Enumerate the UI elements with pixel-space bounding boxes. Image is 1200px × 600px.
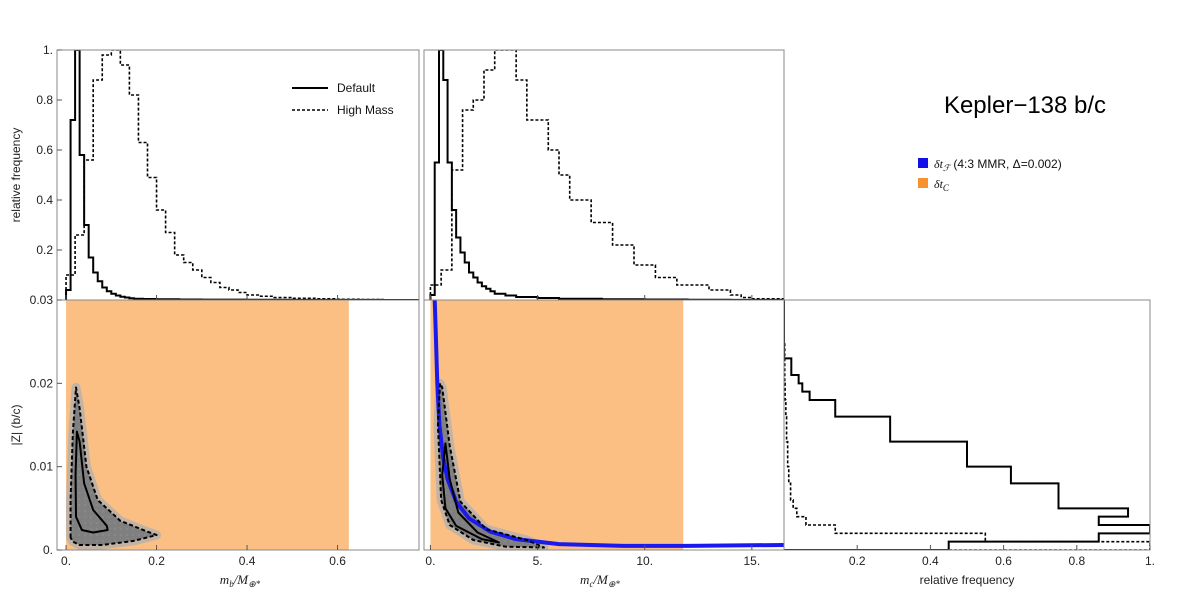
contour-solid <box>74 430 109 534</box>
x-tick-label: 0. <box>425 554 435 568</box>
legend-ttv-suffix: (4:3 MMR, Δ=0.002) <box>950 157 1062 171</box>
legend-chopping-swatch <box>918 178 928 188</box>
legend-chopping-sub: C <box>943 183 950 193</box>
scatter-mb-frame <box>56 299 420 551</box>
axes-ticks: 0.2 0.4 0.6 0.8 1. 0. 0.01 0.02 0.03 0. 0.2 0.4 0.6 0… <box>30 43 1155 568</box>
y-tick-label: 0.8 <box>36 93 53 107</box>
x-tick-label: 1. <box>1145 554 1155 568</box>
legend-highmass-label: High Mass <box>337 103 394 117</box>
y-tick-label: 0.2 <box>36 243 53 257</box>
y-tick-label: 0.01 <box>30 460 54 474</box>
hist-series-high-mass <box>784 300 1150 550</box>
y-tick-label: 0.03 <box>30 293 54 307</box>
x-tick-label: 0.8 <box>1068 554 1085 568</box>
xlabel-rest: /M <box>233 572 250 587</box>
scatter-mc-xlabel: mc/M⊕* <box>580 572 620 589</box>
contour-solid <box>441 442 500 544</box>
scatter-ylabel: |Z| (b/c) <box>9 405 23 446</box>
x-tick-label: 0.2 <box>849 554 866 568</box>
hist-z-frame <box>783 299 1151 551</box>
x-tick-label: 10. <box>636 554 653 568</box>
scatter-mb-panel <box>66 300 349 550</box>
figure-title: Kepler−138 b/c <box>944 92 1106 119</box>
x-tick-label: 0.6 <box>995 554 1012 568</box>
contour-dashed <box>69 386 158 546</box>
xlabel-rest: /M <box>592 572 609 587</box>
hist-z-panel <box>784 300 1150 550</box>
y-tick-label: 0. <box>43 543 53 557</box>
hist-series-high-mass <box>429 50 784 300</box>
contour-dashed <box>436 382 545 549</box>
legend-default-label: Default <box>337 81 376 95</box>
hist-mc-panel <box>429 50 784 300</box>
legend-constraints: δtℱ (4:3 MMR, Δ=0.002) δtC <box>918 157 1062 193</box>
legend-ttv-swatch <box>918 158 928 168</box>
legend-ttv-symbol: δt <box>934 157 944 171</box>
x-tick-label: 0.6 <box>329 554 346 568</box>
x-tick-label: 0. <box>61 554 71 568</box>
legend-line-styles: Default High Mass <box>292 81 394 117</box>
y-tick-label: 1. <box>43 43 53 57</box>
xlabel-rest-sub: ⊕* <box>608 579 621 589</box>
xlabel-main: m <box>220 572 229 587</box>
hist-series-default <box>429 50 784 300</box>
hist-series-high-mass <box>65 50 419 300</box>
x-tick-label: 15. <box>744 554 761 568</box>
scatter-mb-xlabel: mb/M⊕* <box>220 572 261 589</box>
x-tick-label: 0.4 <box>922 554 939 568</box>
ttv-constraint-curve <box>432 300 784 548</box>
legend-chopping-symbol: δt <box>934 177 944 191</box>
hist-z-xlabel: relative frequency <box>920 573 1015 587</box>
hist-mc-frame <box>423 49 785 301</box>
y-tick-label: 0.02 <box>30 376 54 390</box>
y-tick-label: 0.6 <box>36 143 53 157</box>
legend-ttv-sub: ℱ <box>943 163 952 173</box>
hist-mb-ylabel: relative frequency <box>9 128 23 223</box>
legend-chopping-label: δtC <box>934 177 950 193</box>
xlabel-main: m <box>580 572 589 587</box>
xlabel-sub: b <box>229 579 234 589</box>
y-tick-label: 0.4 <box>36 193 53 207</box>
xlabel-rest-sub: ⊕* <box>248 579 261 589</box>
legend-ttv-label: δtℱ (4:3 MMR, Δ=0.002) <box>934 157 1062 173</box>
x-tick-label: 0.4 <box>239 554 256 568</box>
xlabel-sub: c <box>589 579 593 589</box>
x-tick-label: 5. <box>533 554 543 568</box>
hist-series-default <box>784 300 1150 550</box>
x-tick-label: 0.2 <box>148 554 165 568</box>
scatter-mc-panel <box>430 300 784 550</box>
